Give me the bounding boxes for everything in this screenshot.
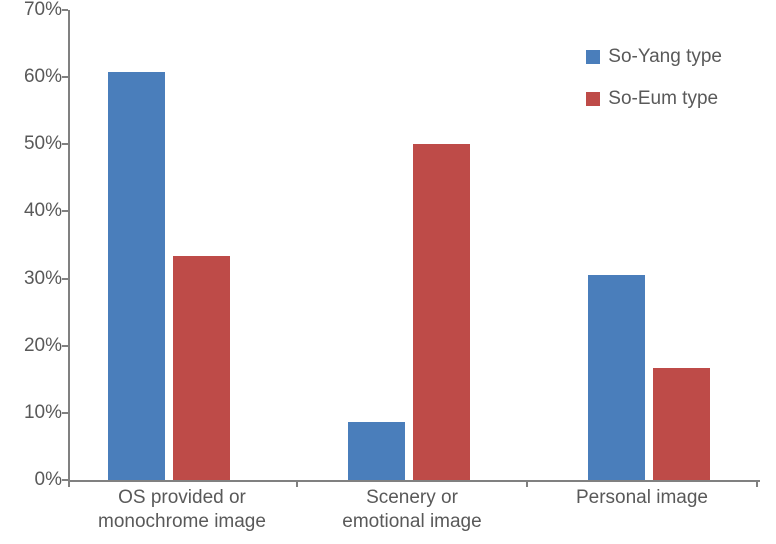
y-tick-label: 20% (8, 335, 62, 357)
x-label-line1: Scenery or (366, 487, 458, 508)
x-category-label: Scenery or emotional image (298, 486, 526, 534)
legend-label: So-Eum type (608, 88, 718, 110)
x-label-line1: OS provided or (118, 487, 246, 508)
x-category-label: Personal image (528, 486, 756, 510)
y-tick-label: 60% (8, 66, 62, 88)
chart-container: 0% 10% 20% 30% 40% 50% 60% 70% So-Yang t… (0, 0, 776, 544)
y-tick-label: 50% (8, 133, 62, 155)
y-tick-label: 0% (8, 469, 62, 491)
x-label-line2: monochrome image (98, 511, 266, 532)
plot-area: So-Yang type So-Eum type (68, 10, 760, 482)
x-category-label: OS provided or monochrome image (68, 486, 296, 534)
bar-soyang-2 (588, 275, 645, 480)
x-tick-mark (756, 480, 758, 487)
x-label-line1: Personal image (576, 487, 708, 508)
y-tick-label: 70% (8, 0, 62, 21)
legend: So-Yang type So-Eum type (586, 46, 722, 130)
x-label-line2: emotional image (342, 511, 481, 532)
legend-item: So-Eum type (586, 88, 722, 110)
legend-label: So-Yang type (608, 46, 722, 68)
bar-soeum-1 (413, 144, 470, 480)
y-tick-label: 10% (8, 402, 62, 424)
legend-swatch-soeum (586, 92, 600, 106)
y-tick-label: 30% (8, 268, 62, 290)
legend-item: So-Yang type (586, 46, 722, 68)
bar-soyang-0 (108, 72, 165, 480)
bar-soeum-0 (173, 256, 230, 480)
bar-soyang-1 (348, 422, 405, 480)
legend-swatch-soyang (586, 50, 600, 64)
bar-soeum-2 (653, 368, 710, 480)
y-tick-label: 40% (8, 200, 62, 222)
